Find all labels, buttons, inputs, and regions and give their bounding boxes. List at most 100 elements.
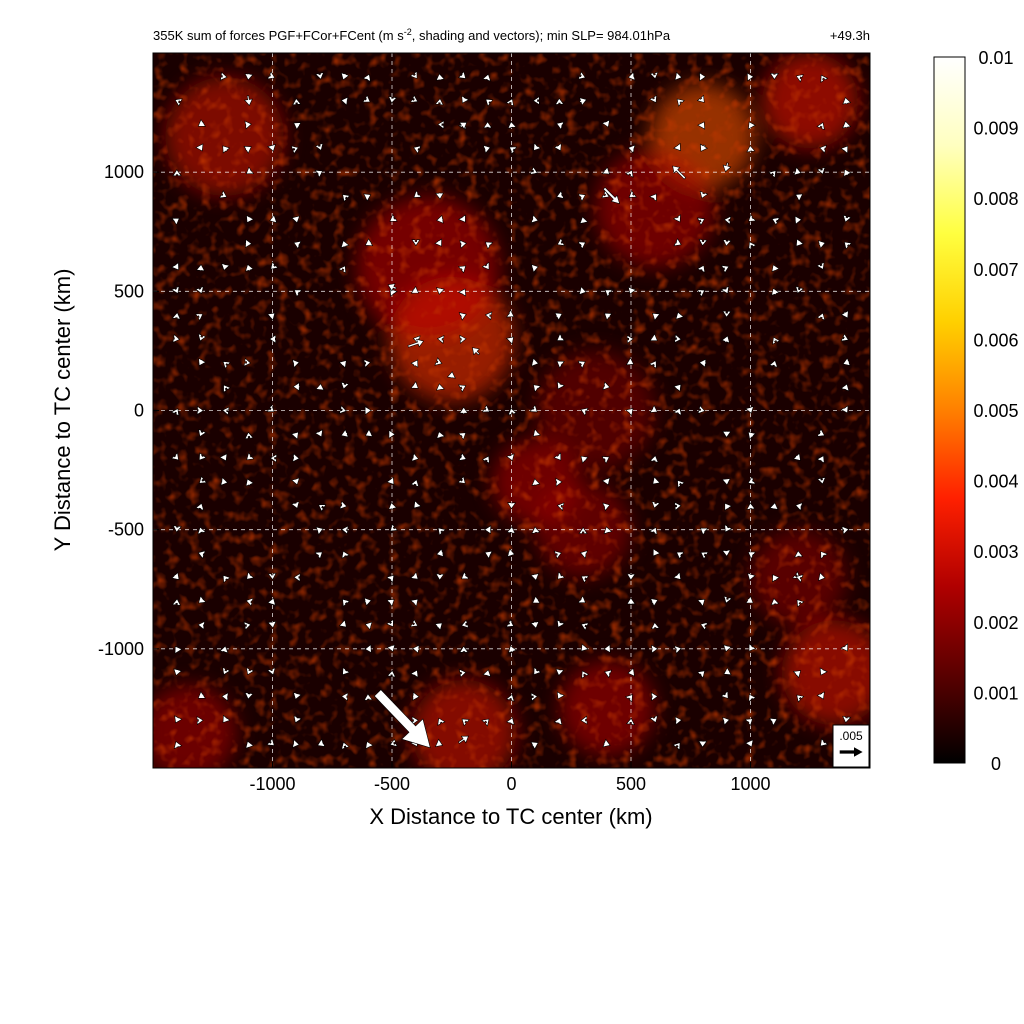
small-vector-arrow — [505, 336, 514, 345]
small-vector-arrow — [267, 572, 277, 581]
small-vector-arrow — [292, 97, 302, 106]
small-vector-arrow — [362, 73, 371, 82]
small-vector-arrow — [434, 622, 443, 631]
small-vector-arrow — [746, 145, 756, 153]
small-vector-arrow — [484, 241, 494, 250]
small-vector-arrow — [291, 215, 301, 224]
small-vector-arrow — [675, 311, 685, 320]
small-vector-arrow — [266, 312, 276, 321]
small-vector-arrow — [314, 429, 323, 438]
small-vector-arrow — [842, 96, 852, 105]
small-vector-arrow — [553, 717, 563, 726]
small-vector-arrow — [482, 144, 491, 154]
small-vector-arrow — [530, 621, 540, 629]
small-vector-arrow — [246, 667, 255, 676]
small-vector-arrow — [601, 166, 611, 175]
small-vector-arrow — [171, 285, 180, 294]
small-vector-arrow — [530, 573, 540, 581]
small-vector-arrow — [412, 644, 420, 654]
small-vector-arrow — [604, 289, 613, 298]
small-vector-arrow — [482, 73, 492, 82]
small-vector-arrow — [342, 194, 351, 203]
colorbar-tick-label: 0.01 — [978, 48, 1013, 68]
small-vector-arrow — [222, 667, 231, 676]
small-vector-arrow — [602, 502, 611, 512]
small-vector-arrow — [171, 571, 180, 580]
small-vector-arrow — [602, 738, 611, 748]
colorbar-tick-label: 0.009 — [973, 119, 1018, 139]
small-vector-arrow — [195, 143, 204, 152]
small-vector-arrow — [196, 405, 204, 415]
small-vector-arrow — [457, 265, 467, 274]
small-vector-arrow — [435, 738, 444, 748]
small-vector-arrow — [506, 526, 516, 534]
small-vector-arrow — [437, 120, 445, 130]
small-vector-arrow — [722, 716, 730, 726]
small-vector-arrow — [195, 502, 205, 511]
small-vector-arrow — [723, 644, 732, 653]
colorbar-tick-label: 0.005 — [973, 401, 1018, 421]
small-vector-arrow — [243, 145, 252, 154]
small-vector-arrow — [721, 549, 731, 557]
small-vector-arrow — [721, 335, 730, 344]
small-vector-arrow — [677, 479, 685, 489]
small-vector-arrow — [365, 741, 374, 750]
small-vector-arrow — [722, 239, 732, 247]
small-vector-arrow — [436, 548, 444, 558]
small-vector-arrow — [409, 70, 418, 80]
small-vector-arrow — [437, 527, 446, 536]
small-vector-arrow — [532, 96, 540, 106]
small-vector-arrow — [219, 453, 228, 462]
small-vector-arrow — [577, 193, 586, 202]
small-vector-arrow — [533, 384, 542, 393]
small-vector-arrow — [244, 692, 254, 700]
small-vector-arrow — [338, 619, 347, 628]
small-vector-arrow — [363, 358, 372, 369]
small-vector-arrow — [246, 214, 255, 224]
small-vector-arrow — [674, 716, 683, 726]
small-vector-arrow — [649, 193, 657, 202]
small-vector-arrow — [435, 573, 445, 581]
small-vector-arrow — [293, 240, 302, 250]
small-vector-arrow — [577, 241, 586, 250]
small-vector-arrow — [243, 621, 252, 631]
small-vector-arrow — [674, 501, 682, 511]
small-vector-arrow — [172, 169, 182, 177]
small-vector-arrow — [481, 455, 490, 464]
small-vector-arrow — [342, 667, 351, 676]
small-vector-arrow — [748, 693, 757, 702]
small-vector-arrow — [505, 619, 515, 628]
small-vector-arrow — [604, 312, 613, 321]
small-vector-arrow — [339, 405, 347, 414]
small-vector-arrow — [318, 504, 327, 512]
small-vector-arrow — [461, 95, 470, 104]
small-vector-arrow — [577, 360, 586, 369]
small-vector-arrow — [673, 383, 682, 393]
small-vector-arrow — [484, 525, 492, 535]
small-vector-arrow — [174, 645, 183, 655]
small-vector-arrow — [364, 428, 374, 437]
small-vector-arrow — [651, 692, 659, 702]
small-vector-arrow — [270, 261, 279, 270]
small-vector-arrow — [648, 360, 657, 369]
small-vector-arrow — [246, 452, 255, 461]
vector-arrow — [672, 165, 687, 180]
small-vector-arrow — [556, 360, 565, 369]
small-vector-arrow — [461, 619, 469, 629]
small-vector-arrow — [198, 428, 207, 437]
small-vector-arrow — [580, 407, 589, 417]
small-vector-arrow — [481, 404, 491, 413]
small-vector-arrow — [341, 692, 349, 702]
small-vector-arrow — [219, 190, 228, 199]
small-vector-arrow — [340, 96, 349, 106]
small-vector-arrow — [435, 383, 445, 391]
small-vector-arrow — [410, 479, 420, 488]
small-vector-arrow — [553, 550, 562, 560]
small-vector-arrow — [556, 237, 565, 246]
large-vector-field — [197, 95, 804, 749]
small-vector-arrow — [745, 595, 754, 604]
small-vector-arrow — [173, 668, 183, 677]
small-vector-arrow — [674, 645, 682, 655]
small-vector-arrow — [842, 120, 852, 129]
small-vector-arrow — [459, 334, 467, 344]
